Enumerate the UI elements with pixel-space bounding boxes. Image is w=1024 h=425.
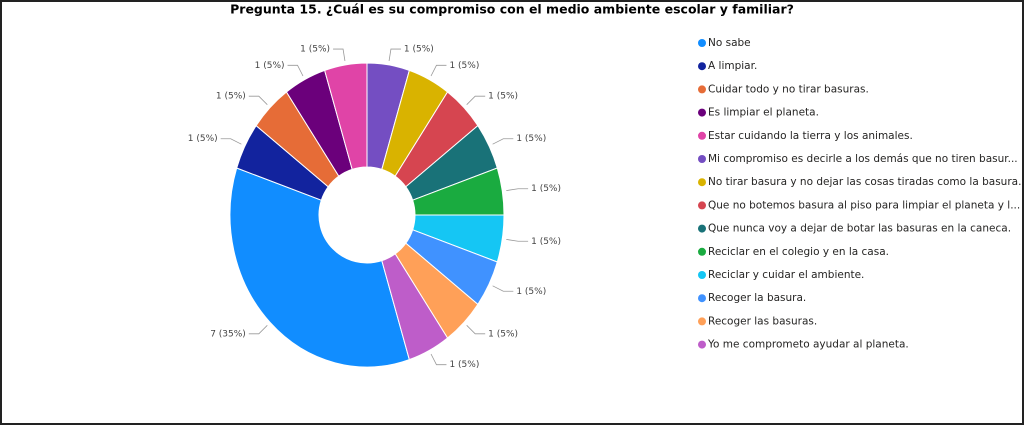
slice [381, 253, 449, 361]
legend-marker [698, 85, 706, 94]
data-label: 1 (5%) [449, 61, 479, 71]
data-label: 1 (5%) [531, 237, 561, 247]
data-label: 1 (5%) [449, 360, 479, 370]
slice [229, 167, 410, 368]
leader-line [466, 95, 486, 105]
leader-line [430, 64, 447, 77]
legend-label: Mi compromiso es decirle a los demás que… [708, 153, 1018, 165]
legend-marker [698, 340, 706, 349]
legend-marker [698, 178, 706, 187]
legend-marker [698, 62, 706, 71]
data-label: 1 (5%) [516, 287, 546, 297]
legend-label: Cuidar todo y no tirar basuras. [708, 83, 869, 95]
legend-marker [698, 108, 706, 117]
leader-line [287, 64, 304, 77]
chart-title: Pregunta 15. ¿Cuál es su compromiso con … [230, 2, 794, 17]
legend-label: Recoger las basuras. [708, 315, 817, 327]
legend-marker [698, 155, 706, 163]
legend-label: Es limpiar el planeta. [708, 107, 819, 119]
legend-label: Yo me comprometo ayudar al planeta. [707, 339, 909, 351]
legend-label: No tirar basura y no dejar las cosas tir… [708, 176, 1021, 188]
leader-line [248, 325, 268, 335]
legend-label: Reciclar y cuidar el ambiente. [708, 269, 864, 281]
leader-line [492, 285, 514, 292]
data-label: 1 (5%) [404, 45, 434, 55]
leader-line [430, 353, 447, 366]
legend-label: A limpiar. [708, 60, 757, 72]
leader-line [492, 138, 514, 145]
legend-marker [698, 201, 706, 210]
leader-line [248, 95, 268, 105]
leader-line [506, 188, 529, 191]
leader-line [220, 138, 242, 145]
data-label: 1 (5%) [188, 134, 218, 144]
legend-label: Que no botemos basura al piso para limpi… [708, 199, 1020, 211]
data-label: 1 (5%) [300, 45, 330, 55]
leader-line [333, 48, 346, 61]
data-label: 7 (35%) [210, 329, 246, 339]
legend-marker [698, 317, 706, 326]
legend-marker [698, 131, 706, 140]
data-label: 1 (5%) [488, 329, 518, 339]
legend-marker [698, 39, 706, 47]
data-label: 1 (5%) [516, 134, 546, 144]
legend-marker [698, 271, 706, 279]
leader-line [466, 325, 486, 335]
data-label: 1 (5%) [216, 92, 246, 102]
leader-line [506, 239, 529, 242]
legend-marker [698, 294, 706, 303]
data-label: 1 (5%) [255, 61, 285, 71]
legend-label: Que nunca voy a dejar de botar las basur… [708, 223, 1011, 235]
legend-label: Recoger la basura. [708, 292, 806, 304]
data-label: 1 (5%) [488, 92, 518, 102]
legend-marker [698, 247, 706, 256]
legend-marker [698, 224, 706, 233]
data-label: 1 (5%) [531, 184, 561, 194]
leader-line [388, 48, 401, 61]
legend-label: No sabe [708, 37, 751, 49]
legend-label: Estar cuidando la tierra y los animales. [708, 130, 913, 142]
legend-label: Reciclar en el colegio y en la casa. [708, 246, 889, 258]
